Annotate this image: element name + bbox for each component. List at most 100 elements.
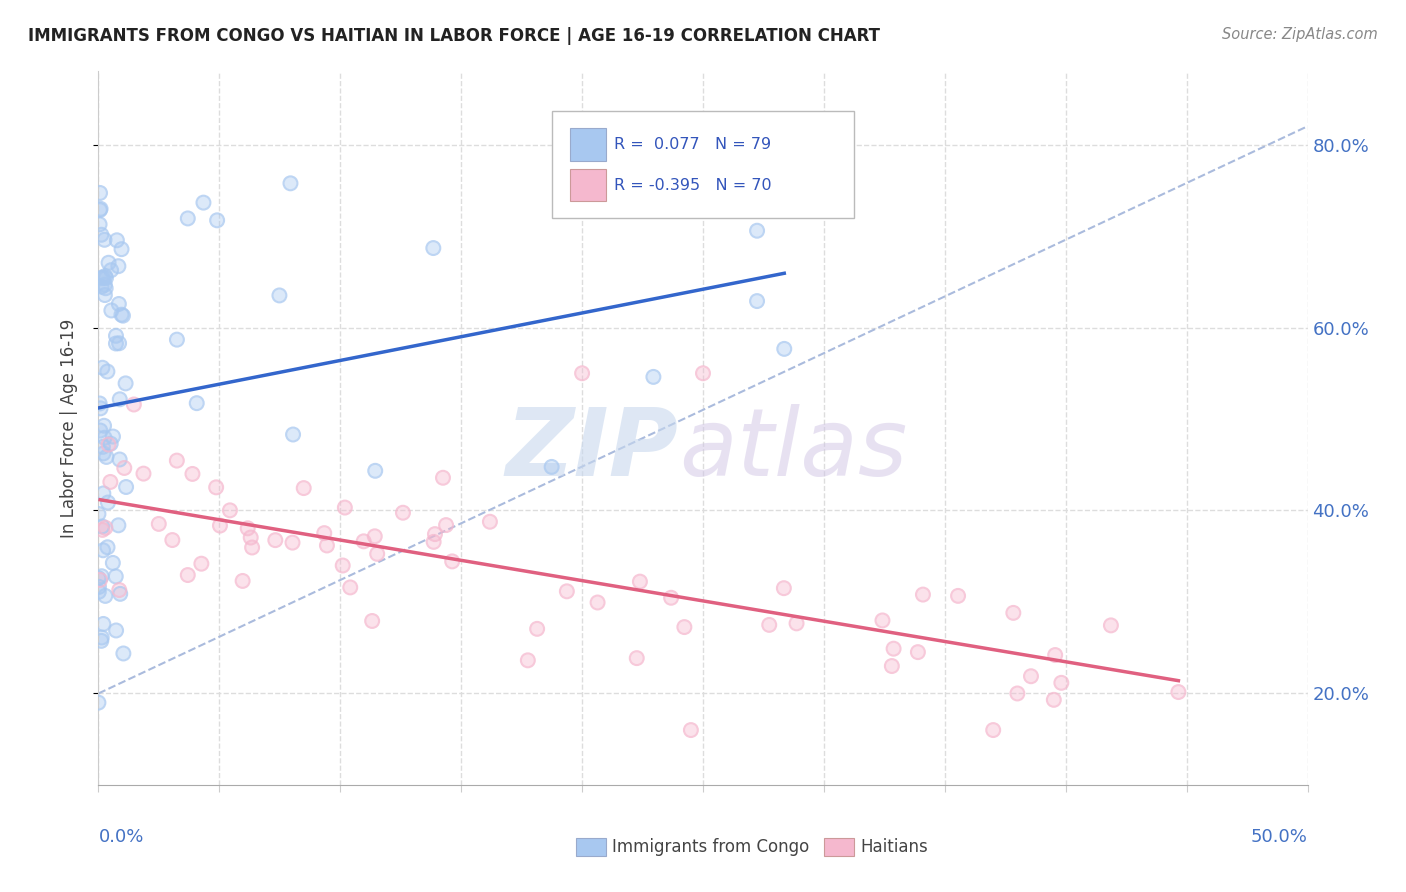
Point <box>659 591 682 605</box>
Point <box>100 263 122 277</box>
Point <box>205 213 228 227</box>
Point <box>108 392 131 407</box>
Point <box>1043 693 1066 707</box>
Point <box>773 342 796 356</box>
Point <box>236 521 259 535</box>
Point <box>586 595 609 609</box>
Point <box>98 475 121 489</box>
Point <box>93 233 115 247</box>
Point <box>332 558 354 573</box>
FancyBboxPatch shape <box>824 838 855 856</box>
Point <box>97 437 120 451</box>
Point <box>94 277 117 292</box>
Point <box>100 436 122 450</box>
Point <box>911 588 934 602</box>
Point <box>108 336 131 351</box>
Point <box>232 574 254 588</box>
Point <box>193 195 215 210</box>
Point <box>516 653 538 667</box>
Point <box>758 618 780 632</box>
Point <box>339 581 361 595</box>
Point <box>93 418 115 433</box>
Point <box>692 366 714 380</box>
Point <box>111 309 134 323</box>
Point <box>339 581 361 595</box>
Point <box>132 467 155 481</box>
Point <box>94 281 117 295</box>
Point <box>110 308 132 322</box>
Point <box>93 233 115 247</box>
Point <box>872 614 894 628</box>
Point <box>166 453 188 467</box>
Point <box>94 521 117 535</box>
Point <box>205 480 228 494</box>
Point <box>240 541 263 555</box>
Point <box>316 539 339 553</box>
Point <box>90 631 112 645</box>
FancyBboxPatch shape <box>576 838 606 856</box>
Text: atlas: atlas <box>679 404 907 495</box>
Point <box>108 452 131 467</box>
Point <box>101 556 124 570</box>
Point <box>190 557 212 571</box>
Text: Haitians: Haitians <box>860 838 928 856</box>
Point <box>91 360 114 375</box>
Point <box>478 515 501 529</box>
Point <box>911 588 934 602</box>
Point <box>432 471 454 485</box>
Point <box>423 527 446 541</box>
Point <box>89 203 111 218</box>
Point <box>181 467 204 481</box>
Point <box>193 195 215 210</box>
Point <box>115 480 138 494</box>
Point <box>540 459 562 474</box>
Point <box>94 271 117 285</box>
Point <box>758 618 780 632</box>
Point <box>264 533 287 548</box>
Text: 50.0%: 50.0% <box>1251 828 1308 846</box>
Point <box>177 211 200 226</box>
Point <box>786 616 808 631</box>
Point <box>93 486 115 500</box>
Point <box>280 177 302 191</box>
Point <box>679 723 702 737</box>
Point <box>186 396 208 410</box>
Point <box>93 446 115 460</box>
Text: ZIP: ZIP <box>506 403 679 496</box>
Point <box>148 516 170 531</box>
Point <box>89 573 111 587</box>
Point <box>87 696 110 710</box>
Point <box>89 218 111 232</box>
Point <box>94 268 117 283</box>
Point <box>93 431 115 445</box>
Point <box>101 429 124 443</box>
Point <box>90 279 112 293</box>
Point <box>89 424 111 438</box>
Point <box>91 543 114 558</box>
Point <box>1043 648 1066 662</box>
Point <box>93 431 115 445</box>
Point <box>114 376 136 391</box>
Point <box>773 581 796 595</box>
Point <box>432 471 454 485</box>
Point <box>90 569 112 583</box>
Point <box>239 531 262 545</box>
Point <box>946 589 969 603</box>
FancyBboxPatch shape <box>569 128 606 161</box>
Point <box>628 574 651 589</box>
Point <box>111 309 134 323</box>
Point <box>434 518 457 533</box>
Point <box>90 227 112 242</box>
Y-axis label: In Labor Force | Age 16-19: In Labor Force | Age 16-19 <box>59 318 77 538</box>
Point <box>97 256 120 270</box>
Point <box>90 202 112 216</box>
Point <box>105 233 128 247</box>
Point <box>94 521 117 535</box>
Point <box>108 297 131 311</box>
Point <box>110 242 132 256</box>
Point <box>96 364 118 378</box>
Point <box>239 531 262 545</box>
Point <box>94 277 117 292</box>
Text: IMMIGRANTS FROM CONGO VS HAITIAN IN LABOR FORCE | AGE 16-19 CORRELATION CHART: IMMIGRANTS FROM CONGO VS HAITIAN IN LABO… <box>28 27 880 45</box>
Point <box>94 268 117 283</box>
